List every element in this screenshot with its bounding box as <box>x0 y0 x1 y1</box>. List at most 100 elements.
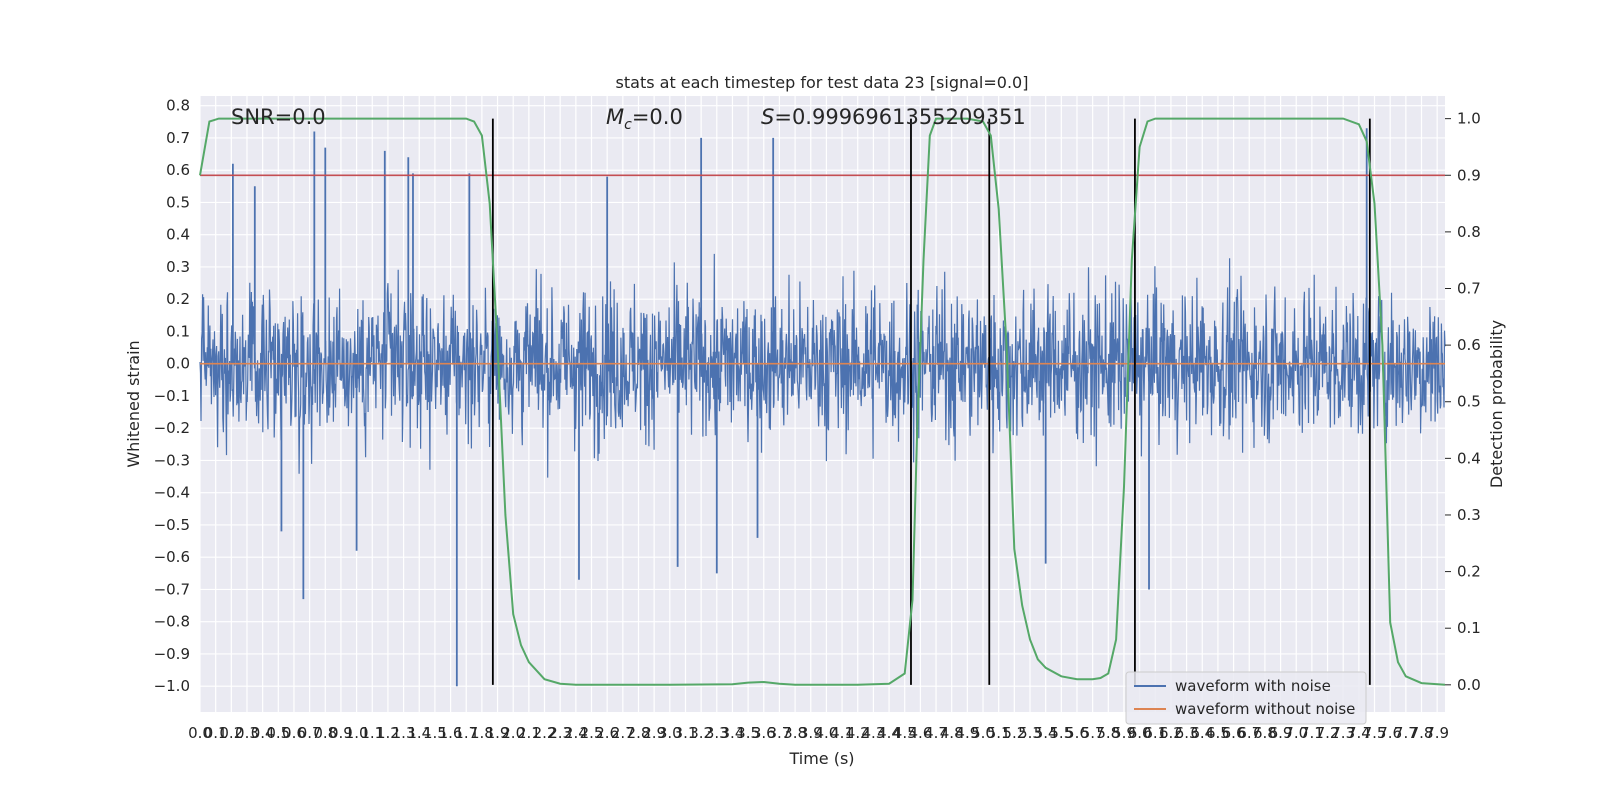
left-tick-label: −1.0 <box>154 677 190 695</box>
right-tick-label: 0.5 <box>1457 393 1481 411</box>
x-tick-label: 2.0 <box>501 724 525 742</box>
x-tick-label: 0.1 <box>204 724 228 742</box>
left-tick-label: 0.6 <box>166 161 190 179</box>
x-tick-label: 7.7 <box>1394 724 1418 742</box>
x-tick-label: 5.9 <box>1112 724 1136 742</box>
x-tick-label: 5.4 <box>1034 724 1058 742</box>
x-tick-label: 4.3 <box>861 724 885 742</box>
x-tick-label: 3.3 <box>705 724 729 742</box>
right-tick-label: 1.0 <box>1457 110 1481 128</box>
right-tick-label: 0.0 <box>1457 676 1481 694</box>
x-tick-label: 0.9 <box>329 724 353 742</box>
x-tick-label: 1.2 <box>376 724 400 742</box>
x-tick-label: 1.6 <box>439 724 463 742</box>
x-tick-label: 1.7 <box>454 724 478 742</box>
x-tick-label: 0.4 <box>251 724 275 742</box>
score-value: =0.9996961355209351 <box>774 105 1025 129</box>
x-tick-label: 6.8 <box>1253 724 1277 742</box>
x-tick-label: 0.7 <box>298 724 322 742</box>
chirp-mass-subscript: c <box>624 117 632 133</box>
x-tick-label: 6.5 <box>1206 724 1230 742</box>
score-symbol: S <box>761 105 774 129</box>
x-tick-label: 2.1 <box>517 724 541 742</box>
score-annotation: S=0.9996961355209351 <box>761 105 1026 129</box>
x-tick-label: 7.6 <box>1378 724 1402 742</box>
x-tick-label: 1.4 <box>407 724 431 742</box>
noise-waveform <box>199 253 1446 478</box>
chirp-mass-annotation: Mc=0.0 <box>606 105 683 133</box>
x-tick-label: 0.6 <box>282 724 306 742</box>
x-tick-label: 6.3 <box>1175 724 1199 742</box>
x-axis-label: Time (s) <box>788 749 854 768</box>
x-tick-label: 1.9 <box>486 724 510 742</box>
x-tick-label: 7.9 <box>1425 724 1449 742</box>
chirp-mass-symbol: M <box>606 105 624 129</box>
x-tick-label: 2.7 <box>611 724 635 742</box>
x-tick-label: 4.9 <box>955 724 979 742</box>
x-tick-label: 2.5 <box>580 724 604 742</box>
noise-series <box>199 128 1446 687</box>
x-tick-label: 5.0 <box>971 724 995 742</box>
x-tick-label: 2.3 <box>548 724 572 742</box>
x-tick-label: 5.5 <box>1049 724 1073 742</box>
x-tick-label: 6.1 <box>1143 724 1167 742</box>
right-axis-label: Detection probability <box>1487 320 1506 488</box>
right-tick-label: 0.8 <box>1457 223 1481 241</box>
x-tick-label: 5.3 <box>1018 724 1042 742</box>
x-tick-label: 4.6 <box>908 724 932 742</box>
reference-lines <box>200 174 1445 365</box>
left-tick-label: 0.0 <box>166 355 190 373</box>
left-tick-label: −0.3 <box>154 451 190 469</box>
x-tick-label: 3.7 <box>768 724 792 742</box>
x-tick-label: 7.1 <box>1300 724 1324 742</box>
probability-line <box>199 117 1446 686</box>
x-tick-label: 4.7 <box>924 724 948 742</box>
right-tick-label: 0.7 <box>1457 280 1481 298</box>
x-tick-label: 3.1 <box>674 724 698 742</box>
right-tick-label: 0.2 <box>1457 563 1481 581</box>
left-tick-label: 0.1 <box>166 322 190 340</box>
x-tick-label: 3.4 <box>721 724 745 742</box>
snr-annotation: SNR=0.0 <box>231 105 326 129</box>
x-tick-label: 2.2 <box>533 724 557 742</box>
x-tick-label: 0.0 <box>188 724 212 742</box>
x-tick-label: 1.0 <box>345 724 369 742</box>
x-axis-ticks: 0.00.10.20.30.40.50.60.70.80.91.01.11.21… <box>188 724 1449 742</box>
x-tick-label: 0.3 <box>235 724 259 742</box>
x-tick-label: 3.6 <box>752 724 776 742</box>
left-tick-label: 0.5 <box>166 193 190 211</box>
x-tick-label: 2.9 <box>642 724 666 742</box>
right-tick-label: 0.9 <box>1457 166 1481 184</box>
x-tick-label: 6.2 <box>1159 724 1183 742</box>
left-tick-label: −0.5 <box>154 516 190 534</box>
x-tick-label: 4.1 <box>830 724 854 742</box>
x-tick-label: 7.8 <box>1410 724 1434 742</box>
left-tick-label: −0.2 <box>154 419 190 437</box>
x-tick-label: 0.2 <box>219 724 243 742</box>
left-tick-label: 0.7 <box>166 129 190 147</box>
x-tick-label: 7.2 <box>1316 724 1340 742</box>
left-tick-label: 0.2 <box>166 290 190 308</box>
x-tick-label: 6.0 <box>1128 724 1152 742</box>
x-tick-label: 0.5 <box>266 724 290 742</box>
x-tick-label: 1.8 <box>470 724 494 742</box>
x-tick-label: 2.6 <box>595 724 619 742</box>
x-tick-label: 3.5 <box>736 724 760 742</box>
x-tick-label: 7.5 <box>1363 724 1387 742</box>
legend-box <box>1125 671 1367 725</box>
left-tick-label: −0.4 <box>154 484 190 502</box>
right-tick-label: 0.1 <box>1457 619 1481 637</box>
x-tick-label: 4.8 <box>940 724 964 742</box>
left-tick-label: 0.3 <box>166 258 190 276</box>
x-tick-label: 1.1 <box>360 724 384 742</box>
x-tick-label: 3.0 <box>658 724 682 742</box>
probability-series <box>199 117 1446 686</box>
x-tick-label: 5.1 <box>987 724 1011 742</box>
x-tick-label: 3.9 <box>799 724 823 742</box>
x-tick-label: 4.4 <box>877 724 901 742</box>
left-tick-label: −0.9 <box>154 645 190 663</box>
chirp-mass-value: =0.0 <box>632 105 683 129</box>
x-tick-label: 3.8 <box>783 724 807 742</box>
x-tick-label: 4.2 <box>846 724 870 742</box>
legend-label-clean: waveform without noise <box>1175 700 1355 718</box>
